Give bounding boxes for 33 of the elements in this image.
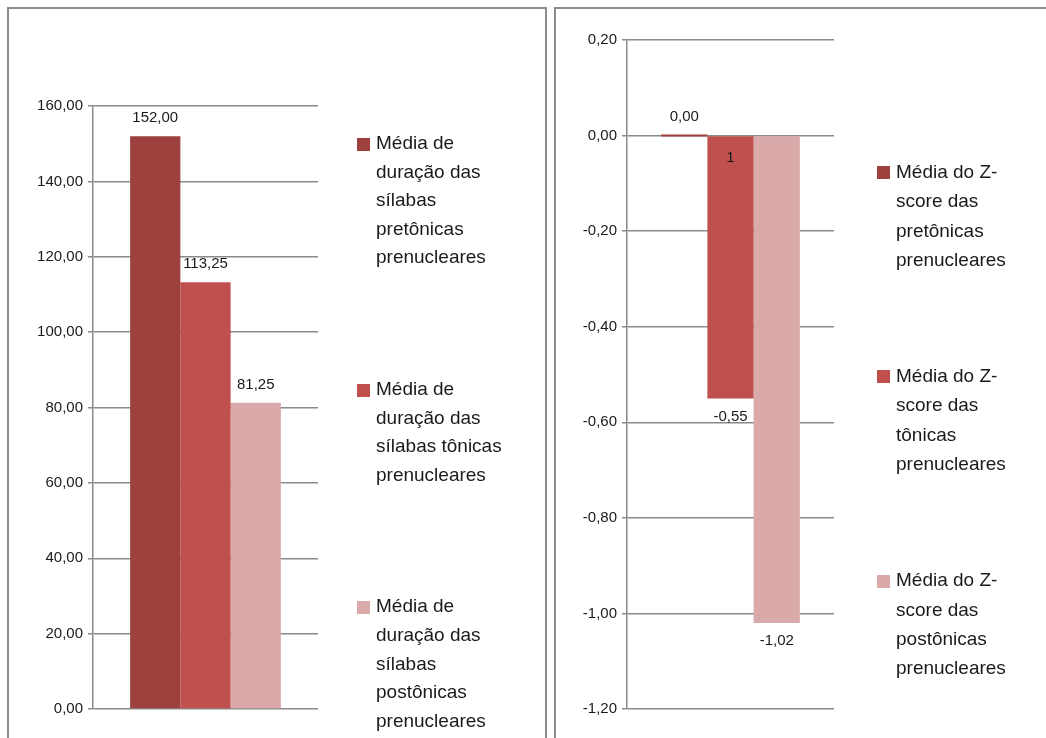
data-label: -0,55: [713, 406, 748, 424]
y-tick-label: 60,00: [45, 473, 83, 491]
data-label: 0,00: [669, 106, 699, 124]
y-tick-label: 120,00: [37, 246, 83, 264]
y-tick-label: -0,60: [582, 412, 617, 430]
bar: [230, 402, 281, 709]
y-tick-label: 20,00: [45, 623, 83, 641]
legend-label: Média de duração das sílabas pretônicas prenucleares: [376, 131, 487, 270]
y-tick-label: 80,00: [45, 397, 83, 415]
y-tick-label: 100,00: [37, 322, 83, 340]
legend-label: Média do Z-score das tônicas prenucleares: [896, 364, 1007, 477]
data-label: 81,25: [236, 374, 275, 392]
legend-label: Média do Z-score das postônicas prenucleares: [896, 568, 1007, 681]
y-tick-label: 0,00: [587, 125, 617, 143]
y-tick-label: -0,80: [582, 508, 617, 525]
y-tick-label: 160,00: [37, 96, 83, 114]
y-tick-label: 40,00: [45, 548, 83, 566]
data-label: 152,00: [132, 108, 179, 126]
y-tick-label: -0,20: [582, 221, 617, 239]
bar: [180, 282, 231, 709]
y-tick-label: -1,00: [582, 603, 617, 621]
bar: [130, 136, 181, 709]
data-label: -1,02: [759, 631, 794, 649]
y-tick-label: 140,00: [37, 171, 83, 189]
data-label: 113,25: [183, 254, 228, 272]
y-tick-label: 0,00: [53, 699, 83, 717]
annotation: 1: [726, 147, 735, 165]
y-tick-label: -1,20: [582, 699, 617, 717]
legend-label: Média de duração das sílabas postônicas prenucleares: [376, 594, 487, 733]
legend-label: Média do Z-score das pretônicas prenucleares: [896, 160, 1007, 272]
legend-label: Média de duração das sílabas tônicas prenucleares: [376, 376, 503, 487]
y-tick-label: -0,40: [582, 316, 617, 334]
y-tick-label: 0,20: [587, 30, 617, 48]
